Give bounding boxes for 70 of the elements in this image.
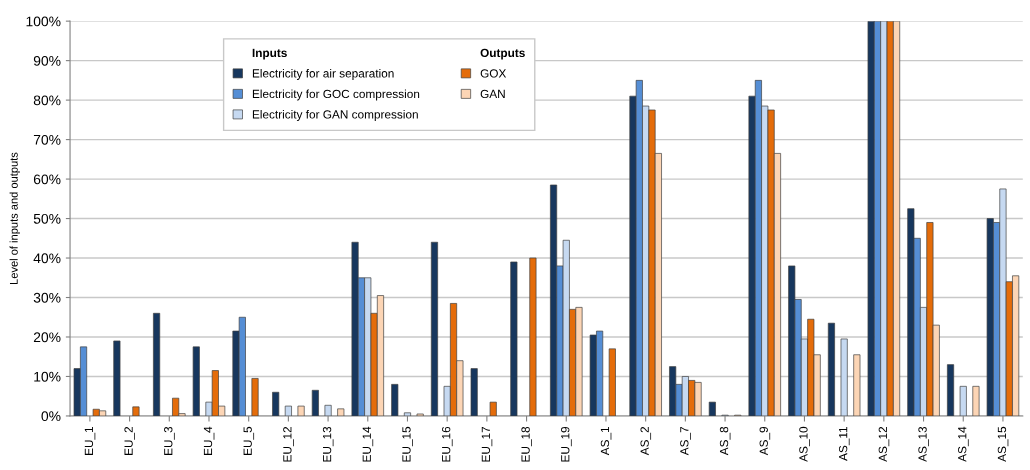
y-tick-label: 0%: [41, 411, 61, 422]
y-tick-label: 60%: [33, 174, 61, 185]
x-tick-label: EU_5: [243, 426, 255, 455]
x-tick-label: AS_1: [600, 426, 612, 456]
bar: [153, 312, 161, 416]
y-tick-label: 10%: [34, 371, 61, 382]
x-tick-label: AS_2: [640, 426, 652, 456]
x-tick-label: EU_12: [283, 426, 294, 462]
y-tick-label: 50%: [33, 213, 61, 224]
bar: [470, 368, 478, 416]
bar: [708, 401, 716, 416]
x-tick-label: AS_15: [997, 426, 1009, 462]
x-tick-label: EU_2: [124, 426, 135, 455]
bar: [403, 412, 411, 416]
y-axis-title: Level of inputs and outputs: [9, 152, 20, 285]
legend-label: GOX: [480, 69, 507, 78]
x-tick-label: AS_9: [759, 426, 771, 456]
x-tick-label: AS_13: [918, 426, 929, 462]
bar: [192, 346, 200, 416]
bar: [827, 322, 835, 416]
bar: [251, 378, 259, 416]
x-tick-label: EU_1: [84, 426, 96, 455]
legend-label: Electricity for air separation: [252, 68, 394, 80]
bar: [959, 385, 967, 416]
bar: [840, 338, 848, 416]
x-tick-label: AS_12: [878, 426, 890, 462]
bar: [272, 391, 280, 416]
x-tick-label: EU_13: [322, 426, 334, 462]
bar: [853, 354, 861, 416]
bar: [297, 405, 305, 416]
bar: [324, 404, 332, 416]
bar: [132, 406, 140, 416]
y-tick-label: 70%: [33, 134, 61, 145]
bar: [337, 408, 345, 416]
bar: [311, 389, 319, 416]
bar: [608, 348, 616, 416]
x-tick-label: EU_18: [521, 426, 532, 462]
y-tick-label: 40%: [33, 253, 61, 264]
x-tick-label: AS_7: [680, 426, 691, 456]
x-tick-label: EU_17: [481, 426, 493, 462]
x-tick-label: AS_10: [799, 426, 810, 462]
legend-label: Electricity for GOC compression: [252, 89, 420, 101]
annotation: Outputs: [480, 48, 525, 60]
x-tick-label: EU_15: [402, 426, 413, 462]
x-tick-label: EU_16: [441, 426, 453, 462]
x-tick-label: EU_19: [561, 426, 572, 462]
x-tick-label: EU_4: [203, 426, 215, 455]
legend-label: Electricity for GAN compression: [252, 109, 418, 121]
y-tick-label: 20%: [33, 332, 61, 343]
bar: [489, 401, 497, 416]
annotation: Inputs: [252, 48, 287, 60]
x-tick-label: AS_14: [958, 426, 969, 462]
bar: [430, 241, 438, 416]
bar: [550, 184, 558, 416]
bar: [529, 257, 537, 416]
x-tick-label: EU_3: [164, 426, 175, 455]
y-tick-label: 30%: [33, 292, 61, 303]
x-tick-label: AS_8: [719, 426, 731, 456]
bar: [510, 261, 518, 416]
bar: [113, 340, 121, 416]
x-tick-label: EU_14: [362, 426, 374, 462]
bar: [947, 364, 955, 416]
y-tick-label: 80%: [33, 95, 61, 106]
bar: [284, 405, 292, 416]
bar: [391, 384, 399, 416]
x-tick-label: AS_11: [838, 426, 850, 461]
legend-label: GAN: [480, 89, 505, 99]
bar: [972, 385, 980, 416]
y-tick-label: 100%: [26, 16, 61, 27]
y-tick-label: 90%: [33, 55, 61, 66]
